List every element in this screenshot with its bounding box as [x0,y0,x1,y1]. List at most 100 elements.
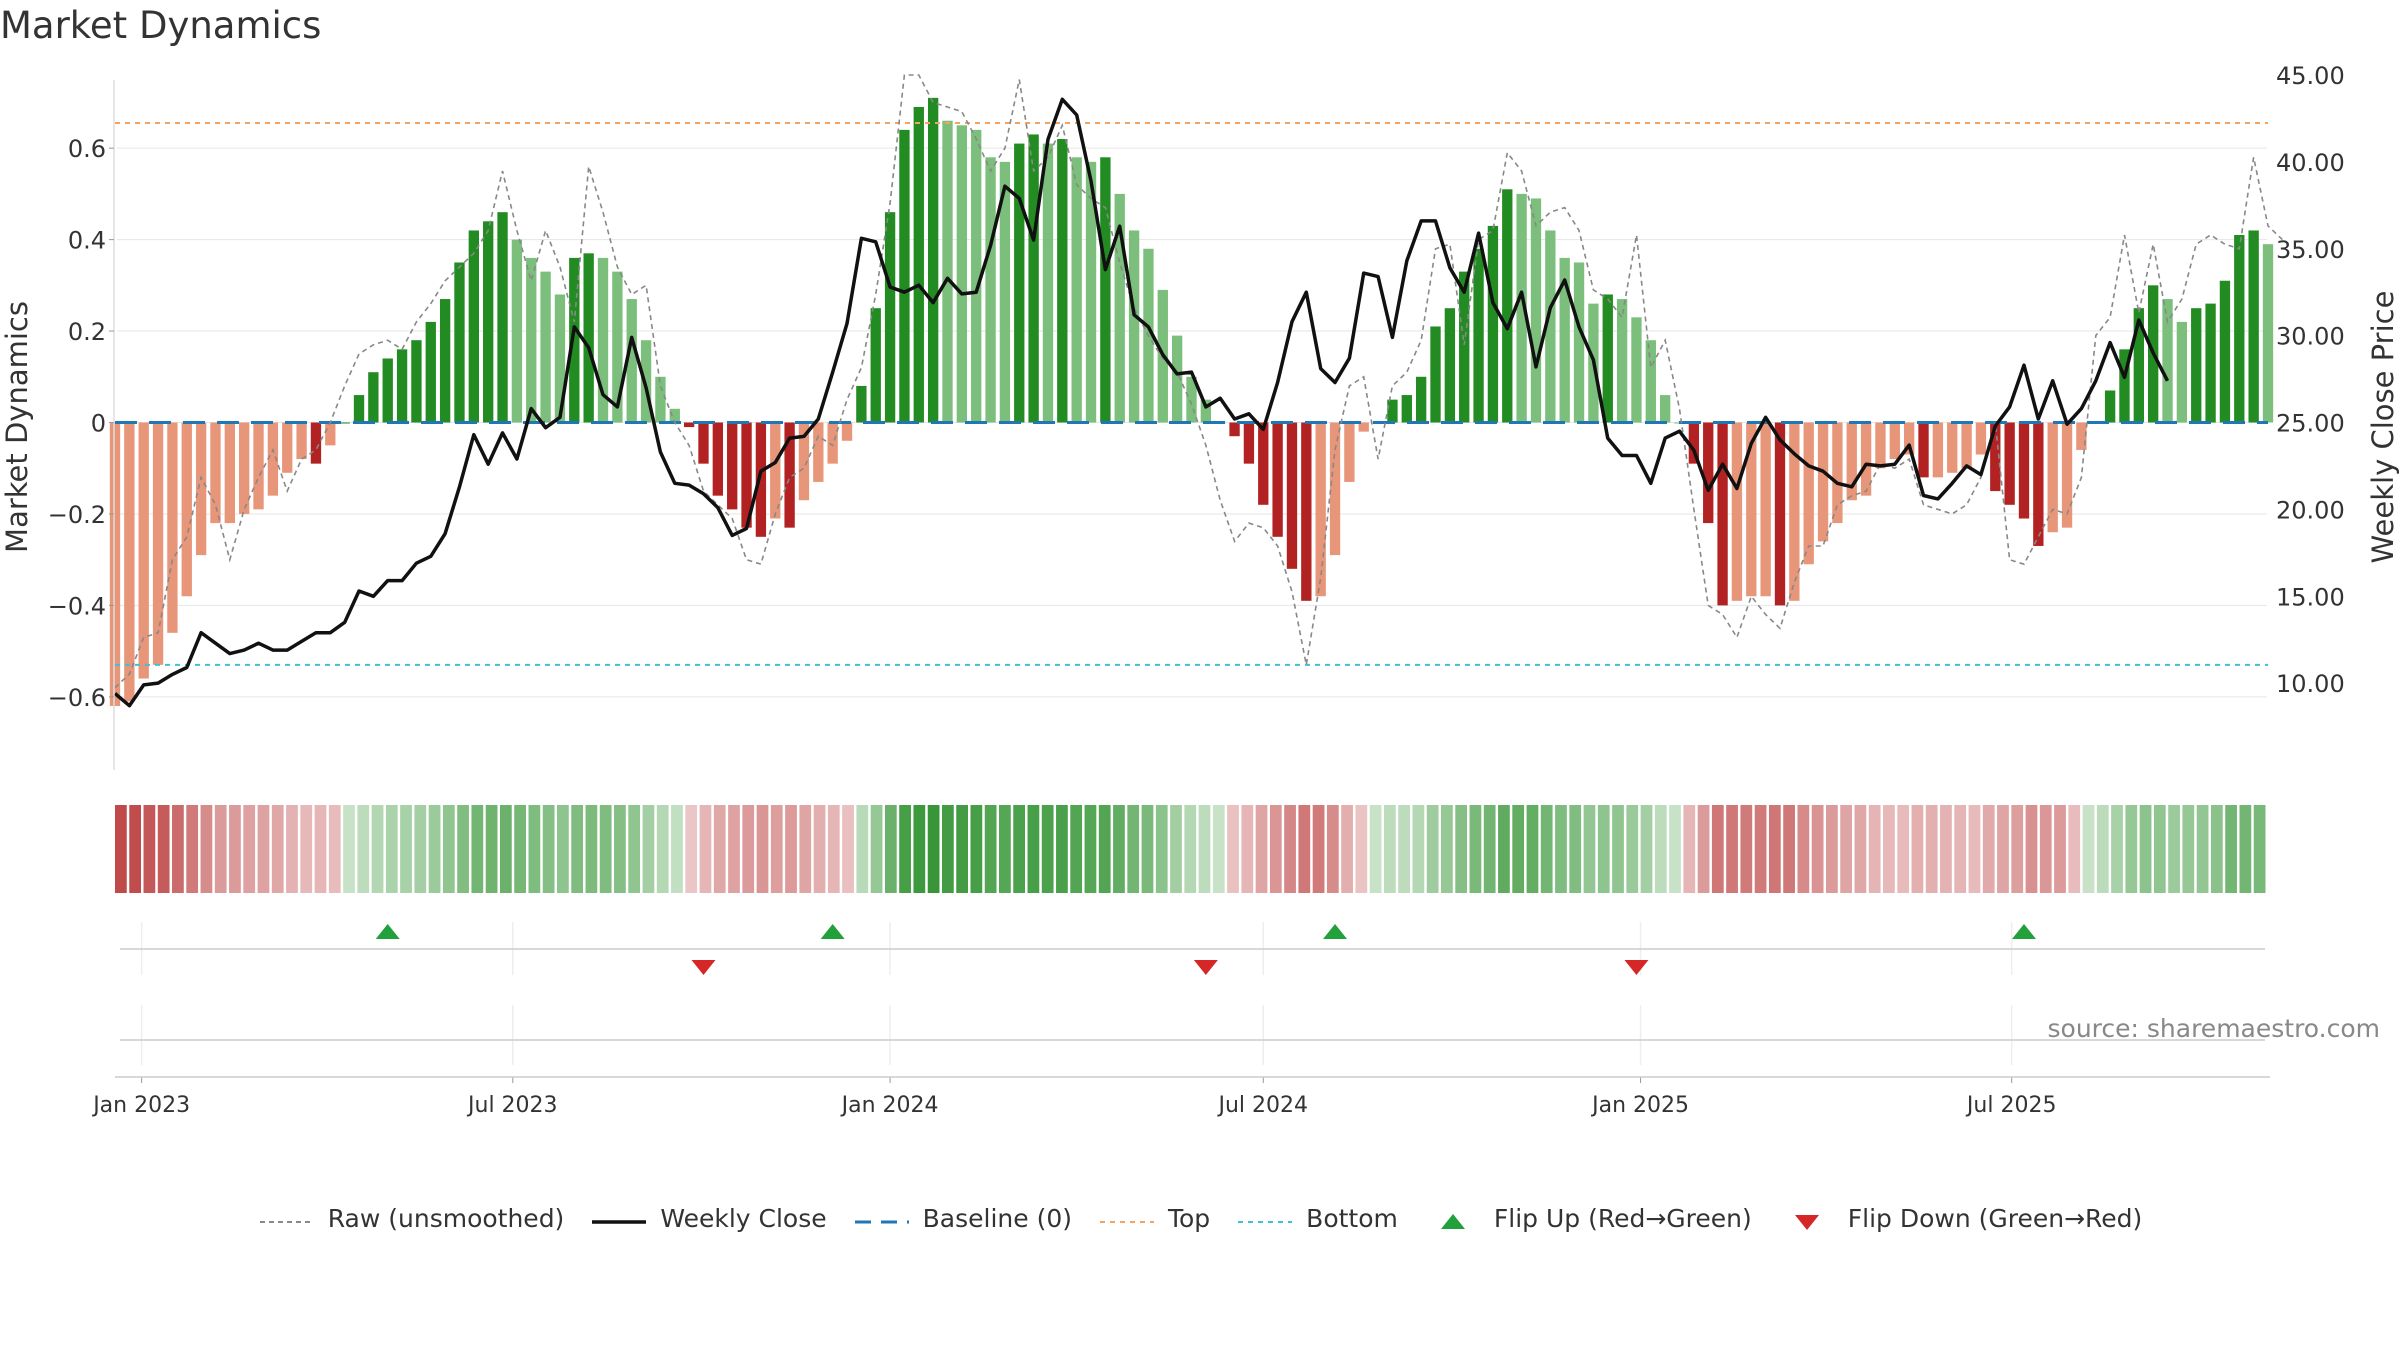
legend-item-bottom: Bottom [1236,1204,1398,1233]
heat-cell [1711,805,1724,893]
heat-cell [756,805,769,893]
dynamics-bar [1616,299,1628,423]
heat-cell [414,805,427,893]
dynamics-bar [1860,422,1872,496]
dynamics-bar [1559,257,1570,423]
heat-cell [2125,805,2138,893]
heat-cell [1412,805,1425,893]
heat-cell [1768,805,1781,893]
heat-cell [343,805,355,893]
heat-cell [1868,805,1881,893]
dynamics-bar [956,125,968,423]
heat-cell [286,805,298,893]
dynamics-bar [2119,349,2130,423]
dynamics-bar [1717,422,1728,606]
dynamics-bar [1430,326,1441,423]
dynamics-bar [669,408,680,423]
legend-label: Flip Down (Green→Red) [1847,1204,2143,1233]
dynamics-bar [1659,395,1671,423]
dynamics-bar [626,299,637,423]
heat-cell [1013,805,1026,893]
dynamics-bar [2033,422,2044,546]
dynamics-bar [1459,271,1470,423]
dynamics-bar [1387,399,1398,423]
dynamics-bar [411,340,422,423]
heat-cell [1555,805,1567,893]
dynamics-bar [569,257,580,423]
heat-cell [2153,805,2166,893]
heat-cell [200,805,213,893]
heat-cell [827,805,840,893]
dynamics-bar [2176,321,2188,423]
dynamics-bar [1028,134,1039,423]
dynamics-bar [698,422,709,464]
dynamics-bar [439,299,451,423]
flip-down-marker [691,960,716,975]
heat-cell [2253,805,2266,893]
dynamics-bar [1803,422,1814,565]
dynamics-bar [1602,294,1613,423]
heat-cell [1483,805,1496,893]
heat-cell [1754,805,1767,893]
dynamics-bar [1301,422,1312,601]
x-tick-label: Jan 2025 [1590,1093,1689,1118]
dynamics-bar [2219,280,2231,423]
heat-cell [628,805,641,893]
legend-swatch [853,1209,911,1229]
dynamics-bar [511,239,523,423]
heat-cell [656,805,669,893]
heat-cell [1027,805,1040,893]
y-tick-label: 0.2 [68,318,106,346]
dynamics-bar [712,422,724,496]
heat-cell [742,805,755,893]
heat-cell [1897,805,1910,893]
dynamics-bar [1846,422,1857,501]
heat-cell [2011,805,2024,893]
heat-cell [1612,805,1624,893]
dynamics-bar [2248,230,2259,423]
y2-tick-label: 20.00 [2276,496,2345,524]
heat-cell [514,805,526,893]
flip-up-marker [1323,924,1348,939]
heat-cell [599,805,612,893]
heat-cell [1469,805,1482,893]
heat-cell [856,805,869,893]
dynamics-bar [1703,422,1714,524]
flip-down-marker [1624,960,1649,975]
heat-cell [471,805,484,893]
dynamics-bar [1085,161,1097,423]
dynamics-bar [2076,422,2087,450]
heat-cell [1883,805,1895,893]
heat-cell [2039,805,2052,893]
heat-cell [913,805,926,893]
flip-markers-panel [115,922,2270,1078]
heat-cell [1369,805,1382,893]
dynamics-bar [124,422,135,702]
dynamics-bar [1243,422,1255,464]
dynamics-bar [2191,308,2202,423]
heat-cell [257,805,270,893]
dynamics-bar [1645,340,1656,423]
heat-cell [2111,805,2123,893]
heat-cell [1740,805,1753,893]
dynamics-bar [1817,422,1829,542]
dynamics-bar [1315,422,1326,597]
heat-cell [1269,805,1282,893]
heat-cell [2210,805,2223,893]
dynamics-bar [1774,422,1786,606]
heat-cell [1198,805,1211,893]
y2-tick-label: 25.00 [2276,410,2345,438]
y2-tick-label: 15.00 [2276,583,2345,611]
dynamics-bar [2262,244,2274,423]
dynamics-bar [841,422,853,441]
heat-cell [813,805,826,893]
heat-cell [728,805,740,893]
dynamics-bar [1071,157,1082,423]
heat-cell [1697,805,1710,893]
heat-cell [1241,805,1254,893]
legend-item-top: Top [1098,1204,1210,1233]
heat-cell [1626,805,1639,893]
x-tick-label: Jul 2025 [1965,1093,2057,1118]
heat-cell [143,805,156,893]
